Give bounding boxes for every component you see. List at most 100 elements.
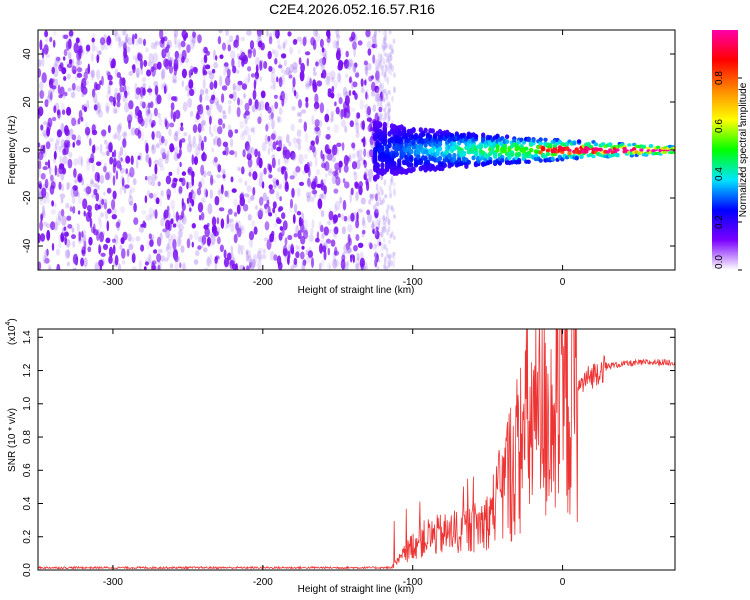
heatmap-cell xyxy=(118,35,121,46)
heatmap-cell xyxy=(231,188,237,193)
heatmap-cell xyxy=(128,195,134,206)
heatmap-cell xyxy=(41,56,45,67)
heatmap-cell xyxy=(292,62,298,70)
heatmap-cell xyxy=(112,190,117,200)
heatmap-cell xyxy=(247,66,252,72)
heatmap-cell xyxy=(60,208,65,217)
heatmap-cell xyxy=(191,36,197,44)
heatmap-cell xyxy=(388,184,392,191)
heatmap-cell xyxy=(192,142,198,148)
heatmap-cell xyxy=(409,148,414,155)
heatmap-cell xyxy=(277,116,282,123)
heatmap-cell xyxy=(379,54,383,62)
heatmap-cell xyxy=(189,65,194,74)
heatmap-cell xyxy=(381,226,387,233)
heatmap-cell xyxy=(65,38,71,50)
heatmap-cell xyxy=(379,82,382,88)
heatmap-cell xyxy=(452,141,457,147)
heatmap-cell xyxy=(364,77,368,87)
heatmap-cell xyxy=(50,181,56,190)
heatmap-cell xyxy=(181,80,185,88)
heatmap-cell xyxy=(89,217,93,228)
heatmap-cell xyxy=(191,154,195,166)
heatmap-cell xyxy=(379,84,383,92)
heatmap-cell xyxy=(531,138,536,143)
heatmap-cell xyxy=(371,34,377,45)
heatmap-cell xyxy=(59,155,63,165)
heatmap-cell xyxy=(213,80,218,89)
heatmap-cell xyxy=(134,105,140,117)
heatmap-cell xyxy=(373,153,378,160)
heatmap-cell xyxy=(142,87,146,96)
heatmap-cell xyxy=(73,168,77,178)
heatmap-cell xyxy=(237,58,241,69)
heatmap-cell xyxy=(302,219,308,231)
heatmap-cell xyxy=(261,141,267,152)
heatmap-cell xyxy=(170,199,176,209)
heatmap-cell xyxy=(278,107,283,116)
heatmap-cell xyxy=(200,120,206,126)
heatmap-cell xyxy=(134,92,139,100)
heatmap-cell xyxy=(190,39,195,50)
heatmap-cell xyxy=(353,171,358,181)
heatmap-cell xyxy=(214,97,220,106)
heatmap-cell xyxy=(143,266,147,270)
heatmap-cell xyxy=(378,65,381,71)
heatmap-cell xyxy=(119,86,125,93)
heatmap-cell xyxy=(490,145,495,151)
y-tick-label: 0.4 xyxy=(22,496,33,510)
heatmap-cell xyxy=(255,205,258,210)
heatmap-cell xyxy=(168,212,171,223)
heatmap-cell xyxy=(416,154,421,160)
heatmap-cell xyxy=(312,79,317,90)
heatmap-cell xyxy=(363,60,368,66)
heatmap-cell xyxy=(149,213,153,221)
heatmap-cell xyxy=(109,156,114,165)
heatmap-cell xyxy=(382,117,386,123)
heatmap-cell xyxy=(227,104,232,115)
heatmap-cell xyxy=(187,97,193,108)
heatmap-cell xyxy=(272,141,277,150)
heatmap-cell xyxy=(364,104,369,110)
heatmap-cell xyxy=(354,62,358,68)
heatmap-cell xyxy=(383,256,387,265)
heatmap-cell xyxy=(188,198,192,209)
heatmap-cell xyxy=(387,115,391,122)
heatmap-cell xyxy=(239,245,245,251)
heatmap-cell xyxy=(116,92,121,103)
heatmap-cell xyxy=(291,247,295,255)
heatmap-cell xyxy=(338,97,343,105)
heatmap-cell xyxy=(314,93,319,105)
heatmap-cell xyxy=(326,71,331,82)
heatmap-cell xyxy=(389,62,393,70)
heatmap-cell xyxy=(217,236,221,245)
heatmap-cell xyxy=(70,115,73,123)
heatmap-cell xyxy=(357,40,363,46)
heatmap-cell xyxy=(387,101,390,107)
heatmap-cell xyxy=(99,212,105,218)
heatmap-cell xyxy=(216,137,222,147)
heatmap-cell xyxy=(356,112,361,119)
colorbar-gradient xyxy=(712,30,738,270)
heatmap-cell xyxy=(615,148,620,152)
heatmap-cell xyxy=(393,188,396,197)
heatmap-cell xyxy=(246,30,252,36)
heatmap-cell xyxy=(166,150,170,157)
heatmap-cell xyxy=(217,126,223,135)
heatmap-cell xyxy=(332,214,338,224)
heatmap-cell xyxy=(282,248,288,257)
heatmap-cell xyxy=(377,30,381,33)
heatmap-cell xyxy=(318,58,325,67)
heatmap-cell xyxy=(214,195,220,206)
heatmap-cell xyxy=(288,141,292,147)
heatmap-cell xyxy=(112,134,116,140)
spectrogram-x-label: Height of straight line (km) xyxy=(298,285,415,296)
heatmap-cell xyxy=(236,82,242,92)
heatmap-cell xyxy=(160,217,165,227)
heatmap-cell xyxy=(390,205,394,211)
heatmap-cell xyxy=(148,118,153,126)
heatmap-cell xyxy=(283,59,287,67)
heatmap-cell xyxy=(212,94,215,100)
heatmap-cell xyxy=(249,41,255,47)
heatmap-cell xyxy=(378,191,381,198)
